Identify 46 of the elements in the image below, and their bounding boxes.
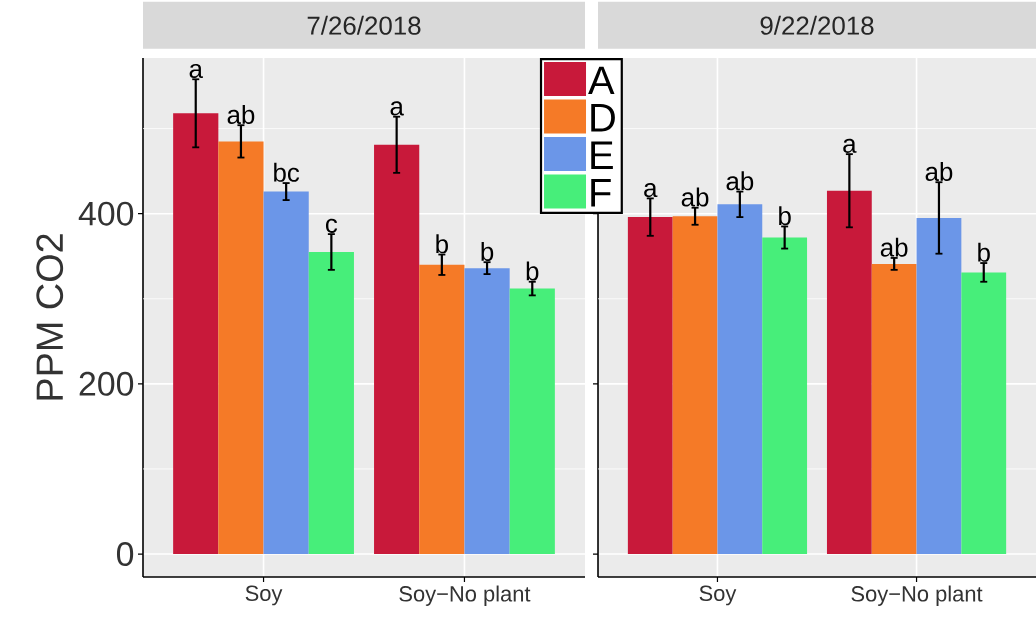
data-label: b [978,242,990,262]
bar [961,272,1007,555]
data-label: a [644,182,658,198]
data-label: ab [681,187,709,207]
data-label: ab [726,171,754,191]
data-label: ab [880,237,908,257]
data-label: c [325,218,338,233]
bar [717,204,763,555]
legend-label: A [588,66,615,95]
bar [762,237,808,555]
bar [509,288,555,555]
data-label: ab [925,162,953,182]
bar [173,113,219,555]
x-tick-label: Soy−No plant [399,585,531,606]
y-tick-label: 400 [78,201,134,226]
data-label: b [526,261,539,281]
data-label: a [390,101,404,116]
y-tick-label: 200 [79,371,134,396]
bar [871,263,917,555]
data-label: b [779,206,791,226]
bar [263,191,309,555]
data-label: ab [227,104,255,125]
data-label: b [481,241,494,261]
legend-label: E [591,141,613,169]
y-tick-label: 0 [116,542,134,567]
x-tick-label: Soy [245,585,283,606]
legend-label: F [591,179,611,207]
bar [374,144,420,555]
y-axis-title: PPM CO2 [36,234,64,400]
bar [672,216,718,555]
chart-title: 7/26/2018 [307,15,421,35]
data-label: b [436,234,448,254]
bar [826,190,872,555]
bar [218,141,264,555]
bar [419,264,465,555]
data-label: a [843,138,857,153]
data-label: a [189,63,203,79]
x-tick-label: Soy [699,585,737,606]
x-tick-label: Soy−No plant [851,585,983,606]
bar [464,268,510,555]
bar [916,217,962,555]
data-label: bc [274,162,300,182]
bar [627,217,673,555]
bar [308,251,354,555]
chart-title: 9/22/2018 [760,15,874,35]
legend-label: D [591,104,615,132]
